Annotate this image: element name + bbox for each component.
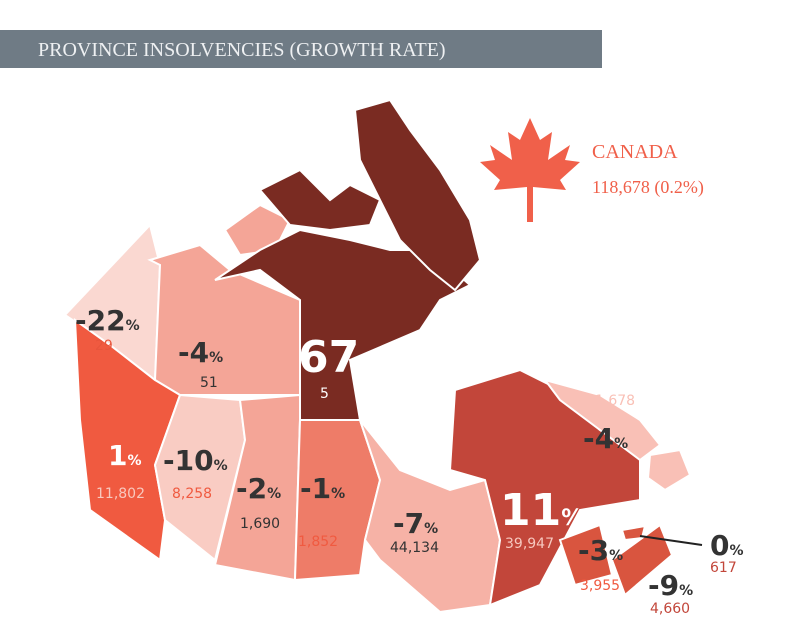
national-name: CANADA bbox=[592, 141, 678, 163]
growth-label: -4% bbox=[178, 336, 223, 369]
pei bbox=[620, 524, 647, 542]
title: PROVINCE INSOLVENCIES (GROWTH RATE) bbox=[38, 39, 446, 61]
growth-value: -4 bbox=[583, 422, 614, 455]
growth-label: -22% bbox=[75, 304, 140, 337]
percent-sign: % bbox=[331, 486, 345, 502]
growth-value: -3 bbox=[578, 534, 609, 567]
percent-sign: % bbox=[126, 318, 140, 334]
percent-sign: % bbox=[609, 548, 623, 564]
newfoundland-labrador bbox=[542, 378, 662, 462]
growth-label: 11% bbox=[500, 485, 583, 536]
percent-sign: % bbox=[679, 583, 693, 599]
percent-sign: % bbox=[561, 506, 583, 531]
count-label: 1,852 bbox=[298, 534, 338, 550]
percent-sign: % bbox=[424, 521, 438, 537]
growth-label: -9% bbox=[648, 569, 693, 602]
growth-label: -2% bbox=[236, 472, 281, 505]
count-label: 51 bbox=[200, 375, 218, 391]
count-label: 4,660 bbox=[650, 601, 690, 617]
growth-label: 1% bbox=[108, 439, 142, 472]
growth-value: -2 bbox=[236, 472, 267, 505]
percent-sign: % bbox=[214, 458, 228, 474]
percent-sign: % bbox=[209, 350, 223, 366]
provinces bbox=[63, 98, 692, 614]
count-label: 617 bbox=[710, 560, 737, 576]
baffin bbox=[353, 98, 482, 292]
growth-value: 0 bbox=[710, 529, 729, 562]
count-label: 39,947 bbox=[505, 536, 554, 552]
nunavut bbox=[214, 228, 472, 421]
growth-value: -1 bbox=[300, 472, 331, 505]
growth-label: -3% bbox=[578, 534, 623, 567]
percent-sign: % bbox=[729, 543, 743, 559]
growth-label: -7% bbox=[393, 507, 438, 540]
count-label: 1,690 bbox=[240, 516, 280, 532]
growth-value: 67 bbox=[298, 332, 359, 383]
count-label: 11,802 bbox=[96, 486, 145, 502]
percent-sign: % bbox=[127, 453, 141, 469]
count-label: 5 bbox=[320, 386, 329, 402]
new-brunswick bbox=[558, 523, 614, 587]
growth-value: -4 bbox=[178, 336, 209, 369]
count-label: 1,678 bbox=[595, 393, 635, 409]
growth-label: -4% bbox=[583, 422, 628, 455]
maple-leaf bbox=[480, 118, 580, 222]
count-label: 44,134 bbox=[390, 540, 439, 556]
pei-pointer bbox=[639, 535, 703, 546]
growth-value: 11 bbox=[500, 485, 561, 536]
national-total: 118,678 (0.2%) bbox=[592, 177, 704, 198]
count-label: 3,955 bbox=[580, 578, 620, 594]
growth-value: -10 bbox=[163, 444, 214, 477]
growth-value: -9 bbox=[648, 569, 679, 602]
count-label: 29 bbox=[95, 338, 113, 354]
growth-value: 1 bbox=[108, 439, 127, 472]
growth-value: -7 bbox=[393, 507, 424, 540]
growth-label: 67% bbox=[298, 332, 381, 383]
growth-label: -1% bbox=[300, 472, 345, 505]
percent-sign: % bbox=[614, 436, 628, 452]
percent-sign: % bbox=[267, 486, 281, 502]
growth-label: 0% bbox=[710, 529, 744, 562]
percent-sign: % bbox=[359, 353, 381, 378]
newfoundland-island bbox=[646, 448, 692, 492]
growth-label: -10% bbox=[163, 444, 228, 477]
growth-value: -22 bbox=[75, 304, 126, 337]
title-bar bbox=[0, 30, 602, 68]
count-label: 8,258 bbox=[172, 486, 212, 502]
